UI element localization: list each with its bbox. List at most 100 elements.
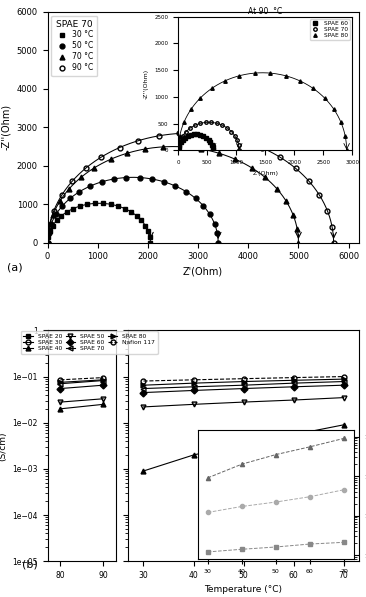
30 °C [116,202,120,210]
SPAE 60 [242,385,246,392]
50 °C [208,211,212,218]
90 °C [331,239,336,247]
70 °C [250,164,254,171]
30 °C [148,233,152,241]
50 °C [150,176,154,183]
SPAE 40 [141,467,146,475]
90 °C [99,154,103,161]
70 °C [79,174,83,181]
30 °C [45,239,50,247]
90 °C [136,137,141,144]
70 °C [58,197,62,204]
30 °C [143,222,147,229]
70 °C [108,156,113,163]
SPAE 70 [341,378,346,385]
90 °C [240,137,245,144]
Nafion 117 [242,375,246,382]
50 °C [173,183,178,190]
30 °C [51,222,55,229]
90 °C [330,223,334,230]
50 °C [88,183,93,190]
50 °C [112,176,116,183]
SPAE 40 [191,451,196,458]
SPAE 80 [141,381,146,389]
Y-axis label: (S/cm): (S/cm) [0,431,7,460]
SPAE 60 [141,389,146,396]
30 °C [48,227,52,235]
70 °C [284,197,288,204]
70 °C [125,150,130,157]
70 °C [45,239,50,247]
30 °C [135,213,139,220]
30 °C [129,208,134,216]
30 °C [54,217,59,224]
Y-axis label: -Z''(Ohm): -Z''(Ohm) [1,104,11,150]
SPAE 50 [141,404,146,411]
Line: SPAE 60: SPAE 60 [141,383,346,395]
Legend: 30 °C, 50 °C, 70 °C, 90 °C: 30 °C, 50 °C, 70 °C, 90 °C [51,16,97,76]
30 °C [64,208,69,216]
70 °C [233,156,238,163]
50 °C [124,174,128,181]
30 °C [85,201,90,208]
50 °C [68,195,72,202]
90 °C [306,177,311,184]
70 °C [263,174,267,181]
70 °C [295,225,299,232]
90 °C [325,207,330,214]
90 °C [47,223,51,230]
50 °C [184,188,188,195]
Line: 30 °C: 30 °C [45,201,153,245]
90 °C [117,144,122,151]
Nafion 117 [141,377,146,384]
90 °C [83,165,88,172]
50 °C [100,179,104,186]
50 °C [45,239,50,247]
50 °C [215,230,220,237]
30 °C [78,202,82,210]
50 °C [54,211,58,218]
50 °C [77,188,82,195]
30 °C [71,205,76,212]
50 °C [49,220,53,227]
70 °C [161,143,165,150]
SPAE 60 [341,381,346,389]
Line: SPAE 40: SPAE 40 [141,423,346,473]
90 °C [220,133,225,140]
30 °C [108,201,113,208]
Line: Nafion 117: Nafion 117 [141,374,346,383]
Text: (b): (b) [22,559,38,569]
70 °C [92,164,97,171]
Legend: SPAE 20, SPAE 30, SPAE 40, SPAE 50, SPAE 60, SPAE 70, SPAE 80, Nafion 117: SPAE 20, SPAE 30, SPAE 40, SPAE 50, SPAE… [21,331,158,354]
SPAE 50 [341,394,346,401]
30 °C [122,205,127,212]
Text: (a): (a) [7,263,23,272]
Nafion 117 [291,374,296,381]
SPAE 40 [341,421,346,429]
SPAE 50 [291,396,296,404]
90 °C [177,130,182,137]
50 °C [201,202,206,210]
50 °C [162,179,166,186]
90 °C [294,165,298,172]
SPAE 80 [341,376,346,383]
70 °C [51,211,55,219]
30 °C [59,213,63,220]
90 °C [156,133,161,140]
50 °C [193,195,198,202]
50 °C [137,174,142,181]
X-axis label: Z'(Ohm): Z'(Ohm) [183,267,223,277]
SPAE 70 [291,380,296,387]
30 °C [139,217,144,224]
SPAE 50 [242,398,246,405]
70 °C [143,146,147,153]
90 °C [317,191,321,198]
30 °C [46,233,51,241]
Line: 90 °C: 90 °C [45,131,336,245]
SPAE 70 [141,385,146,392]
90 °C [259,144,264,151]
90 °C [199,130,204,137]
50 °C [60,202,65,210]
70 °C [67,185,72,192]
90 °C [278,154,283,161]
